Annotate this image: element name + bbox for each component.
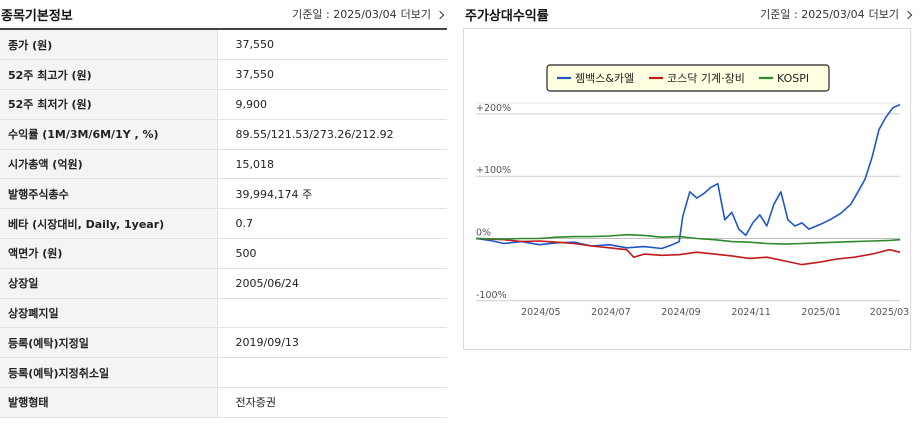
row-value: 39,994,174 주 [217,178,447,210]
row-label: 액면가 (원) [0,238,218,269]
relative-return-chart: +200% +100% 0% -100% 2024/05 2024/07 2024/09 20… [475,64,909,318]
row-value: 89.55/121.53/273.26/212.92 [217,119,447,150]
table-row: 등록(예탁)지정취소일 [0,357,447,389]
more-link[interactable]: 더보기 [400,8,431,21]
row-label: 52주 최저가 (원) [0,89,218,120]
x-tick-label: 2024/09 [661,307,700,318]
row-label: 상장폐지일 [0,298,218,329]
chart-container: +200% +100% 0% -100% 2024/05 2024/07 2024/09 20… [463,28,911,350]
chevron-right-icon[interactable] [435,10,445,19]
table-row: 베타 (시장대비, Daily, 1year) 0.7 [0,208,447,240]
row-label: 종가 (원) [0,30,218,61]
section-meta: 기준일 : 2025/03/04 더보기 [292,0,445,28]
row-value: 0.7 [217,208,447,240]
table-row: 시가총액 (억원) 15,018 [0,149,447,180]
x-tick-label: 2024/07 [591,307,630,318]
x-tick-label: 2024/05 [521,307,560,318]
legend-label: 코스닥 기계·장비 [667,72,745,85]
y-tick-label: 0% [476,227,491,238]
row-value: 500 [217,238,447,269]
stock-basic-info-panel: 종목기본정보 기준일 : 2025/03/04 더보기 종가 (원) 37,550… [0,0,447,427]
legend-label: KOSPI [777,72,809,85]
table-row: 수익률 (1M/3M/6M/1Y , %) 89.55/121.53/273.26… [0,119,447,150]
series-line [475,237,901,266]
row-value [217,298,447,329]
row-value: 2005/06/24 [217,268,447,299]
row-label: 등록(예탁)지정일 [0,327,218,359]
table-row: 52주 최저가 (원) 9,900 [0,89,447,120]
section-title: 종목기본정보 [1,0,73,28]
series-line [475,233,901,245]
relative-return-panel: 주가상대수익률 기준일 : 2025/03/04 더보기 +200% +100% 0… [463,0,923,427]
base-date-label: 기준일 : 2025/03/04 더보기 [760,6,913,22]
base-date-text: 기준일 : 2025/03/04 [292,8,397,21]
x-tick-label: 2025/01 [801,307,840,318]
row-value: 37,550 [217,30,447,61]
info-table: 종가 (원) 37,550 52주 최고가 (원) 37,550 52주 최저가 (원)… [0,30,447,418]
row-label: 발행주식총수 [0,178,218,210]
table-row: 발행주식총수 39,994,174 주 [0,178,447,210]
x-tick-label: 2024/11 [731,307,770,318]
chart-legend [546,64,830,92]
section-title-text: 주가상대수익률 [465,8,549,24]
section-title-text: 종목기본정보 [1,8,73,24]
table-row: 상장일 2005/06/24 [0,268,447,299]
row-value: 전자증권 [217,387,447,418]
row-value: 37,550 [217,59,447,91]
table-row: 종가 (원) 37,550 [0,30,447,61]
row-label: 발행형태 [0,387,218,418]
legend-label: 젬백스&카엘 [575,72,634,85]
y-tick-label: -100% [476,290,507,301]
row-value: 15,018 [217,149,447,180]
base-date-text: 기준일 : 2025/03/04 [760,8,865,21]
y-tick-label: +200% [476,103,511,114]
base-date-label: 기준일 : 2025/03/04 더보기 [292,6,445,22]
table-row: 액면가 (원) 500 [0,238,447,269]
x-tick-label: 2025/03 [870,307,909,318]
row-label: 상장일 [0,268,218,299]
y-tick-label: +100% [476,165,511,176]
section-title: 주가상대수익률 [465,0,549,28]
row-label: 시가총액 (억원) [0,149,218,180]
row-label: 베타 (시장대비, Daily, 1year) [0,208,218,240]
table-row: 52주 최고가 (원) 37,550 [0,59,447,91]
table-row: 등록(예탁)지정일 2019/09/13 [0,327,447,359]
table-row: 발행형태 전자증권 [0,387,447,418]
section-meta: 기준일 : 2025/03/04 더보기 [760,0,913,28]
table-row: 상장폐지일 [0,298,447,329]
row-value: 9,900 [217,89,447,120]
row-value [217,357,447,389]
row-value: 2019/09/13 [217,327,447,359]
row-label: 등록(예탁)지정취소일 [0,357,218,389]
more-link[interactable]: 더보기 [868,8,899,21]
row-label: 수익률 (1M/3M/6M/1Y , %) [0,119,218,150]
row-label: 52주 최고가 (원) [0,59,218,91]
section-divider [0,28,447,30]
chevron-right-icon[interactable] [903,10,913,19]
